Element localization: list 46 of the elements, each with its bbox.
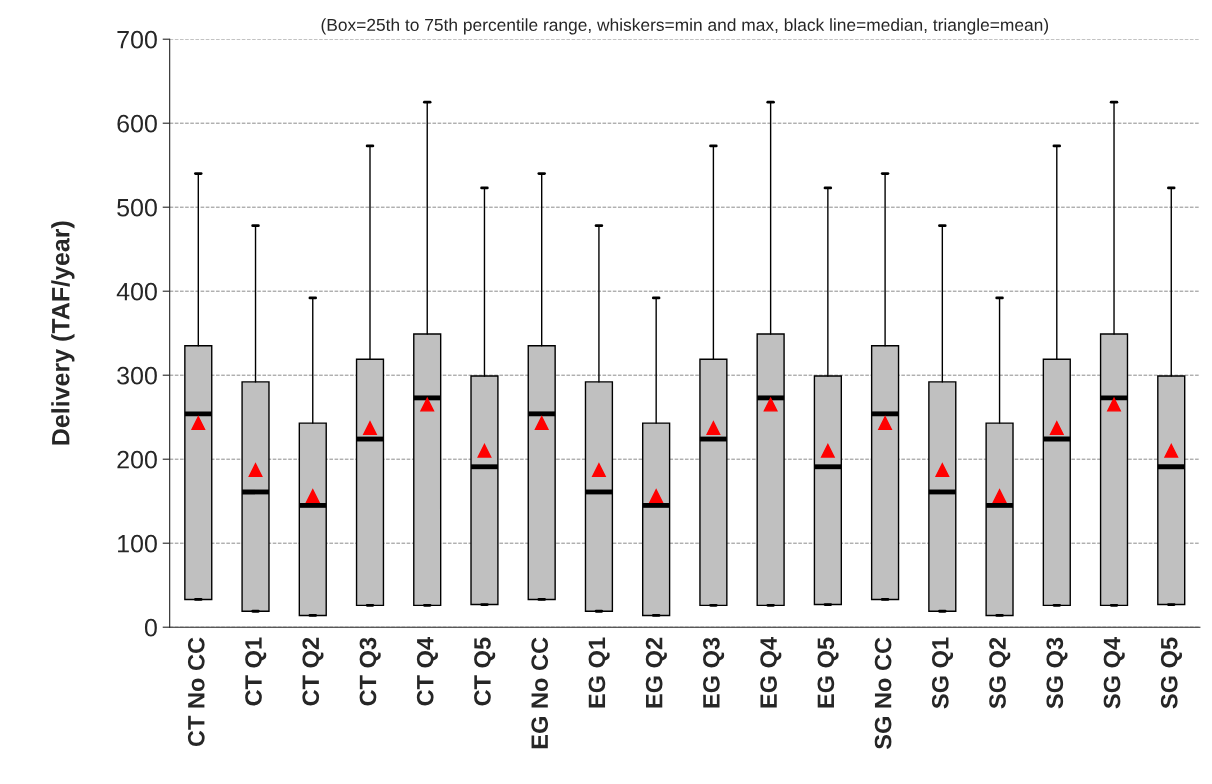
point xyxy=(820,443,835,458)
x-tick-label: CT Q1 xyxy=(245,637,267,706)
y-tick-label: 400 xyxy=(116,282,157,301)
x-tick-label: EG No CC xyxy=(531,637,549,749)
x-tick-label: CT Q2 xyxy=(302,637,324,706)
point xyxy=(248,463,263,478)
x-tick-label: SG Q5 xyxy=(1160,637,1183,709)
point xyxy=(763,397,778,412)
y-tick-label: 700 xyxy=(117,30,157,49)
x-tick-label: CT No CC xyxy=(187,637,205,747)
x-tick-label: CT Q4 xyxy=(416,637,438,706)
x-tick-label: EG Q1 xyxy=(588,637,610,708)
y-tick-label: 500 xyxy=(117,198,157,217)
point xyxy=(1164,443,1179,458)
y-tick-label: 200 xyxy=(117,450,157,469)
x-tick-label: SG Q2 xyxy=(989,637,1011,709)
x-tick-label: EG Q2 xyxy=(645,637,667,708)
y-tick-label: 600 xyxy=(117,114,157,133)
point xyxy=(935,463,950,478)
point xyxy=(420,397,435,412)
x-tick-label: SG Q3 xyxy=(1046,637,1068,709)
x-tick-label: SG Q4 xyxy=(1103,637,1125,709)
x-tick-label: CT Q5 xyxy=(474,637,496,706)
y-tick-label: 300 xyxy=(117,366,157,385)
x-tick-label: EG Q5 xyxy=(817,637,839,708)
point xyxy=(534,416,549,431)
point xyxy=(992,489,1007,504)
chart-title: (Box=25th to 75th percentile range, whiskers=min and max, black line=median, triangle=mean) xyxy=(321,18,1049,35)
y-tick-label: 0 xyxy=(144,618,157,637)
point xyxy=(649,489,664,504)
x-tick-label: EG Q3 xyxy=(703,637,725,708)
point xyxy=(591,463,606,478)
point xyxy=(363,421,377,436)
point xyxy=(477,443,492,458)
y-axis-title: Delivery (TAF/year) xyxy=(51,221,75,445)
x-tick-label: SG No CC xyxy=(874,637,892,750)
x-tick-label: SG Q1 xyxy=(931,637,954,709)
point xyxy=(1049,421,1064,436)
point xyxy=(706,421,721,436)
y-tick-label: 100 xyxy=(118,534,157,553)
x-tick-label: CT Q3 xyxy=(359,637,381,706)
point xyxy=(305,489,320,504)
x-tick-label: EG Q4 xyxy=(760,637,782,708)
point xyxy=(191,416,206,431)
point xyxy=(1107,397,1121,412)
point xyxy=(878,416,893,431)
